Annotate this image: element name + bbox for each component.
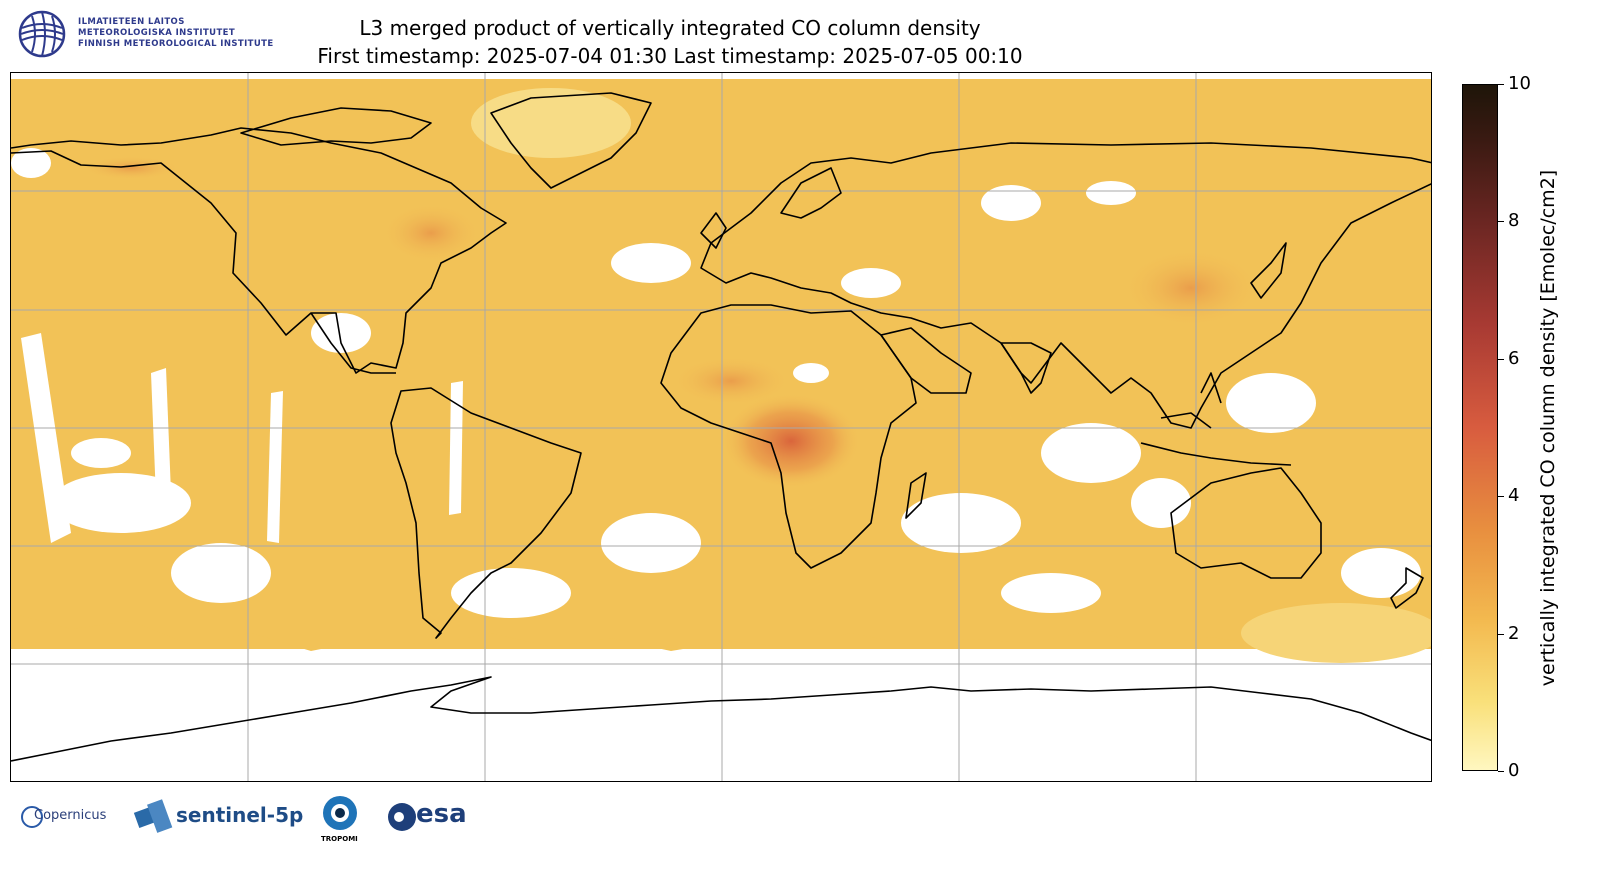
colorbar-tick-label: 0 xyxy=(1508,760,1520,781)
coast-british-isles xyxy=(700,212,727,249)
coast-india xyxy=(1000,342,1052,394)
coast-eurasia xyxy=(700,142,1431,429)
coast-antarctica xyxy=(11,676,1431,762)
institute-name-fi: ILMATIETEEN LAITOS xyxy=(78,17,185,27)
map-canvas xyxy=(11,73,1431,781)
coast-arabia xyxy=(880,327,972,394)
tropomi-text: TROPOMI xyxy=(321,835,358,843)
copernicus-icon xyxy=(21,806,43,828)
copernicus-logo: Copernicus xyxy=(20,799,110,839)
north-america-enhanced xyxy=(381,203,481,263)
greenland-light-area xyxy=(471,88,631,158)
title-timestamps: First timestamp: 2025-07-04 01:30 Last t… xyxy=(317,44,1023,68)
central-africa-hotspot xyxy=(721,393,861,489)
east-asia-enhanced xyxy=(1121,248,1261,328)
colorbar-tick-label: 10 xyxy=(1508,73,1531,94)
graticule xyxy=(11,73,1431,781)
coast-indonesia xyxy=(1140,372,1292,466)
co-density-map xyxy=(10,72,1432,782)
colorbar-tick-label: 4 xyxy=(1508,485,1520,507)
colorbar-label: vertically integrated CO column density … xyxy=(1537,169,1559,687)
colorbar-tick-label: 6 xyxy=(1508,347,1520,369)
missing-data-gaps xyxy=(11,148,1421,618)
coast-south-america xyxy=(390,387,582,639)
colorbar-tick-label: 2 xyxy=(1508,622,1520,644)
tropomi-eye-icon xyxy=(323,796,357,830)
esa-emblem-icon xyxy=(388,803,416,831)
coast-new-zealand xyxy=(1390,567,1424,609)
colorbar-tick-mark xyxy=(1498,84,1504,85)
title-main: L3 merged product of vertically integrat… xyxy=(359,16,981,40)
colorbar-tick-label: 8 xyxy=(1508,210,1520,232)
institute-name-sv: METEOROLOGISKA INSTITUTET xyxy=(78,28,236,38)
coast-japan xyxy=(1250,242,1287,299)
esa-logo: esa xyxy=(386,799,467,837)
colorbar-tick-mark xyxy=(1498,633,1504,635)
coastlines xyxy=(11,92,1431,762)
coast-australia xyxy=(1170,467,1322,579)
institute-name-en: FINNISH METEOROLOGICAL INSTITUTE xyxy=(78,39,274,49)
sentinel-text: sentinel-5p xyxy=(176,803,304,827)
west-africa-enhanced xyxy=(671,356,791,406)
alaska-enhanced xyxy=(81,156,181,180)
map-title: L3 merged product of vertically integrat… xyxy=(310,14,1030,70)
satellite-icon xyxy=(133,799,173,833)
copernicus-text: Copernicus xyxy=(34,808,107,823)
colorbar-tick-mark xyxy=(1498,358,1504,360)
coast-north-america xyxy=(11,127,507,374)
coast-arctic-islands xyxy=(240,107,432,146)
colorbar-tick-mark xyxy=(1498,771,1504,772)
fmi-emblem-icon xyxy=(18,10,66,58)
colorbar xyxy=(1462,84,1498,771)
colorbar-tick-mark xyxy=(1498,496,1504,498)
coast-madagascar xyxy=(905,472,927,519)
coast-central-america xyxy=(310,312,396,374)
colorbar-tick-mark xyxy=(1498,221,1504,223)
fmi-logo: ILMATIETEEN LAITOS METEOROLOGISKA INSTIT… xyxy=(18,10,298,58)
coast-scandinavia xyxy=(780,167,842,219)
esa-text: esa xyxy=(416,799,467,829)
southern-light-area xyxy=(1241,603,1431,663)
coast-greenland xyxy=(490,92,652,189)
coast-africa xyxy=(660,304,917,569)
tropomi-logo: TROPOMI xyxy=(318,795,362,843)
sentinel-logo: sentinel-5p xyxy=(132,797,303,841)
